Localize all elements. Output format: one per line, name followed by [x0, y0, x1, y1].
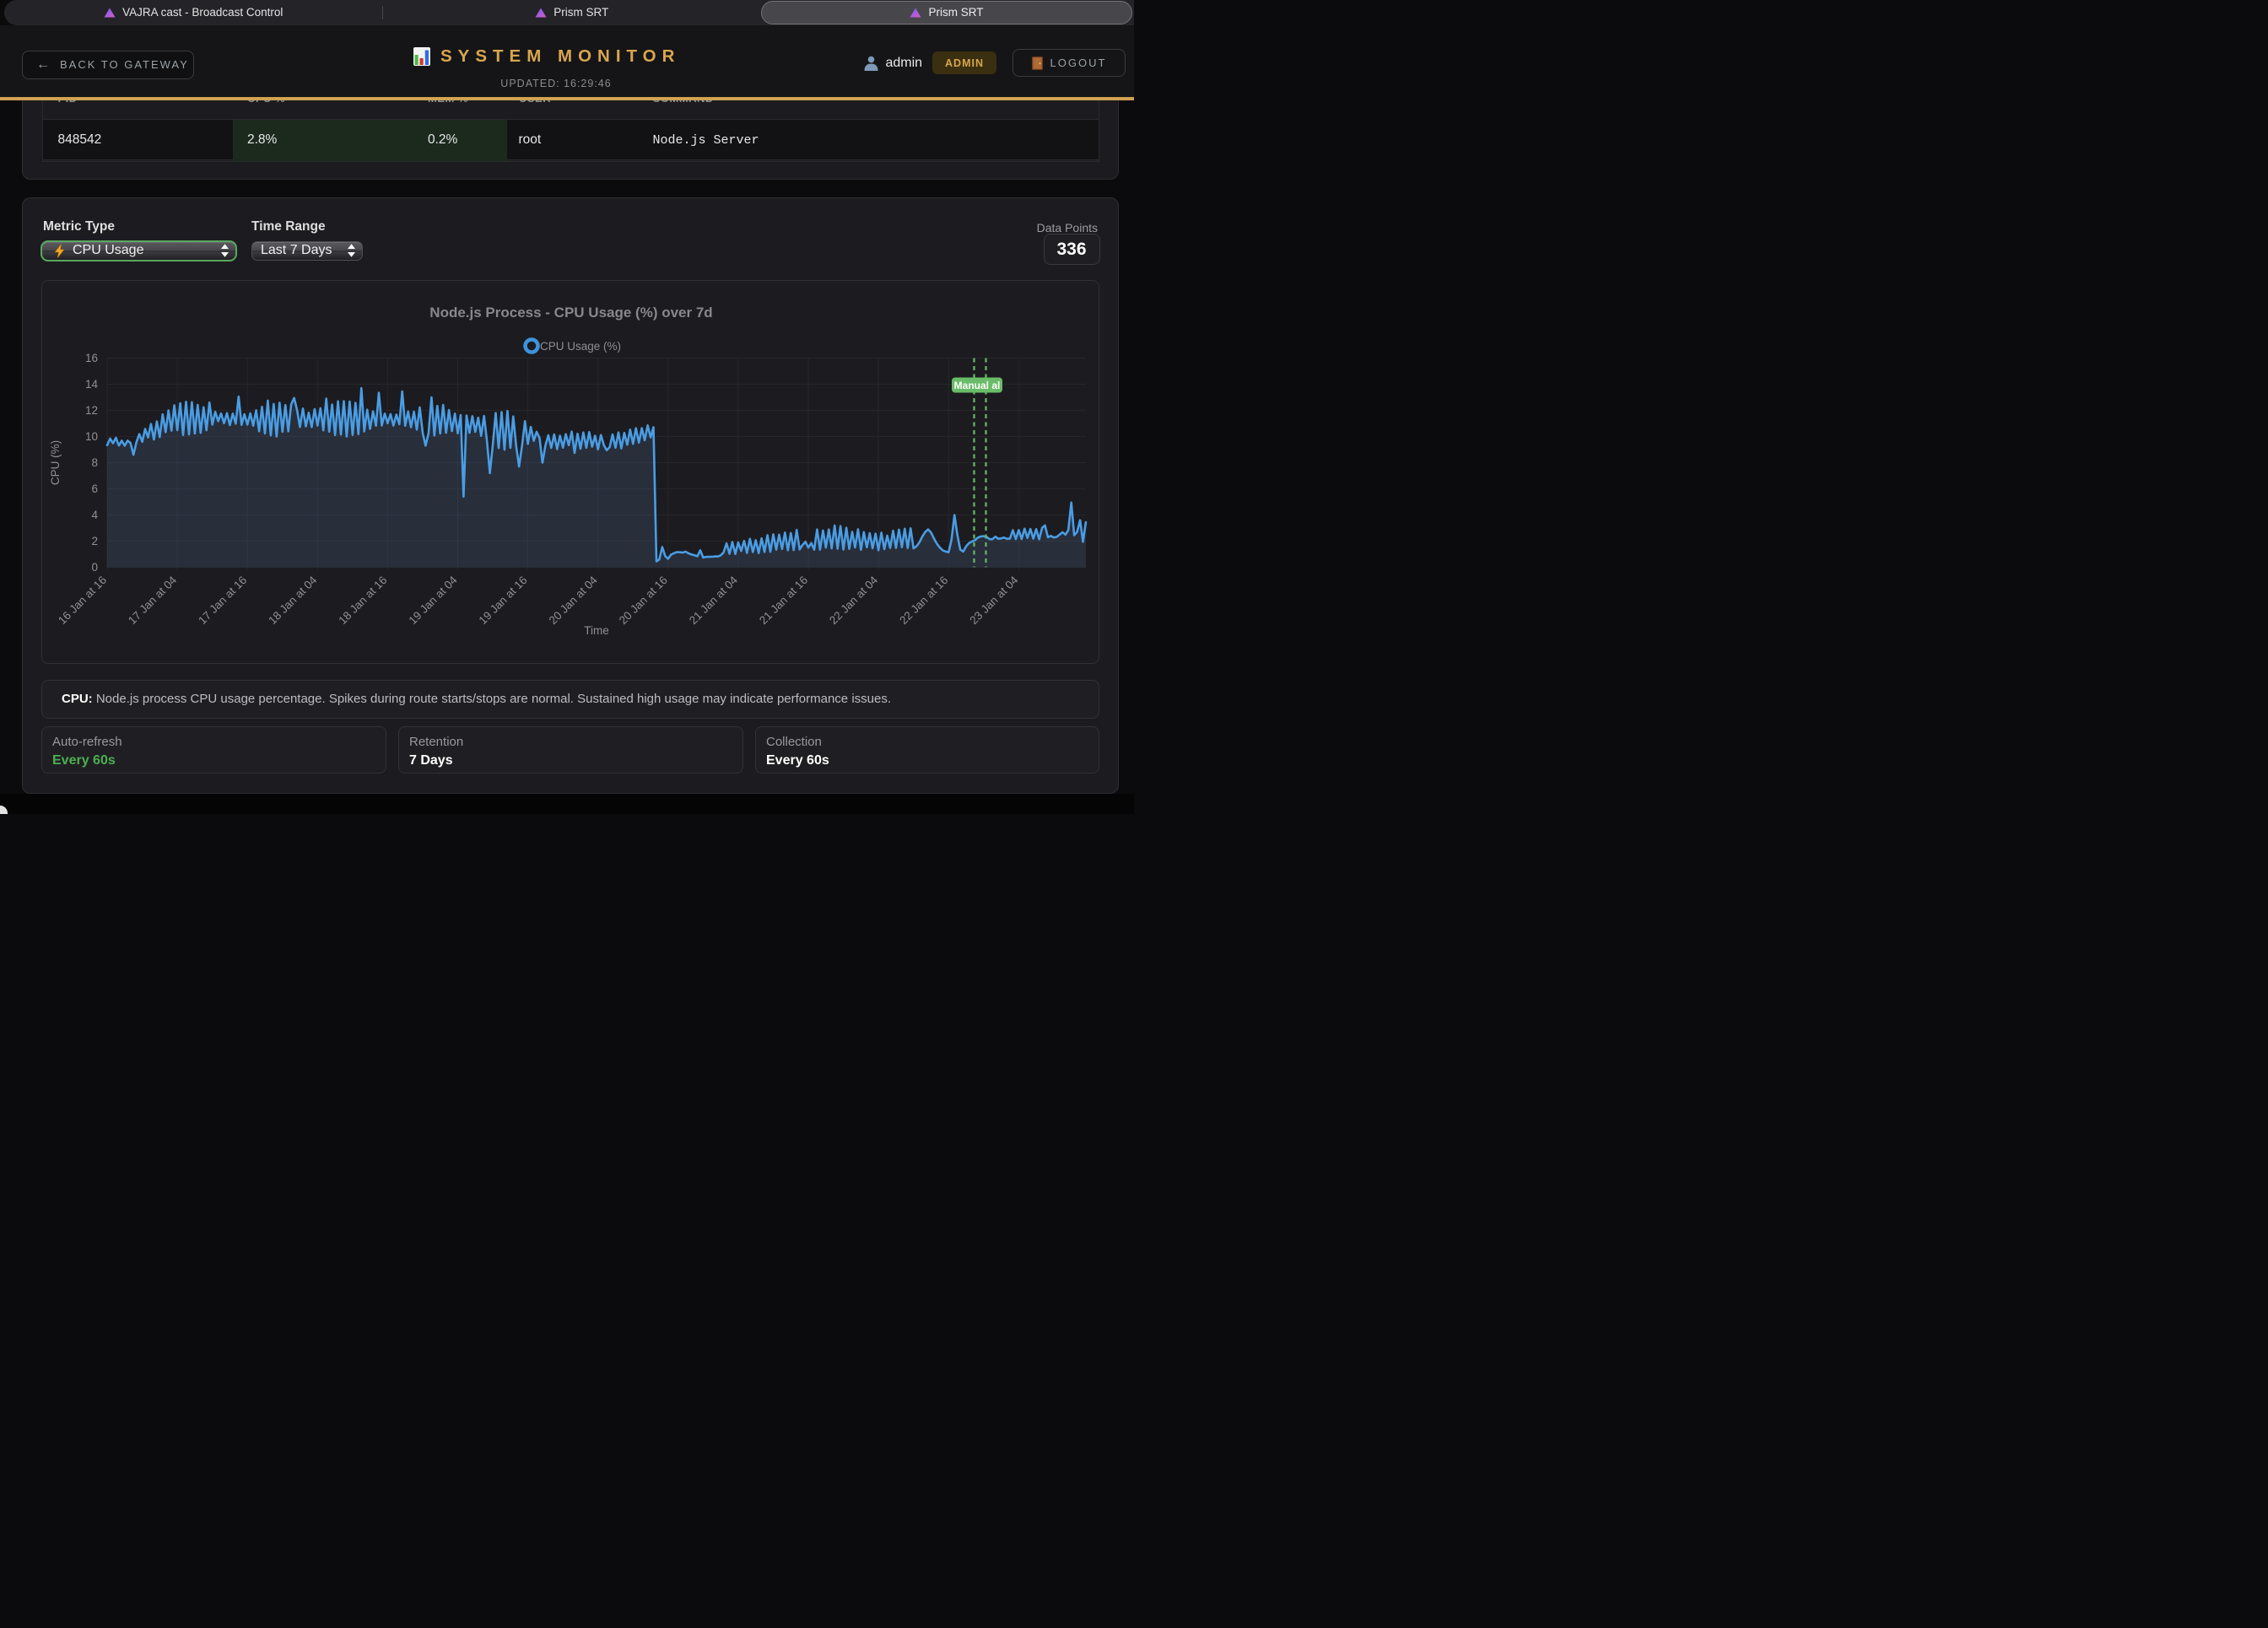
svg-text:20 Jan at 16: 20 Jan at 16	[617, 574, 670, 627]
svg-text:Manual al: Manual al	[954, 380, 1001, 391]
svg-text:0: 0	[91, 561, 98, 574]
svg-text:19 Jan at 16: 19 Jan at 16	[477, 574, 530, 627]
svg-text:14: 14	[85, 378, 99, 391]
svg-text:10: 10	[85, 430, 98, 443]
svg-text:22 Jan at 04: 22 Jan at 04	[827, 573, 880, 626]
svg-text:Time: Time	[584, 624, 609, 637]
svg-text:CPU Usage (%): CPU Usage (%)	[540, 340, 621, 353]
svg-text:2: 2	[91, 535, 98, 547]
svg-text:8: 8	[91, 456, 98, 469]
svg-text:CPU (%): CPU (%)	[49, 439, 62, 484]
svg-text:Node.js Process - CPU Usage (%: Node.js Process - CPU Usage (%) over 7d	[429, 305, 712, 321]
svg-text:17 Jan at 04: 17 Jan at 04	[126, 573, 179, 626]
svg-text:12: 12	[85, 404, 98, 417]
svg-text:6: 6	[91, 482, 98, 495]
svg-text:20 Jan at 04: 20 Jan at 04	[547, 573, 600, 626]
svg-text:16: 16	[85, 352, 98, 364]
svg-text:19 Jan at 04: 19 Jan at 04	[406, 573, 459, 626]
svg-text:22 Jan at 16: 22 Jan at 16	[897, 574, 950, 627]
svg-text:23 Jan at 04: 23 Jan at 04	[967, 573, 1020, 626]
svg-text:18 Jan at 16: 18 Jan at 16	[336, 574, 389, 627]
svg-text:17 Jan at 16: 17 Jan at 16	[196, 574, 249, 627]
svg-text:16 Jan at 16: 16 Jan at 16	[56, 574, 109, 627]
svg-text:21 Jan at 16: 21 Jan at 16	[757, 574, 810, 627]
svg-text:4: 4	[91, 509, 98, 521]
svg-text:21 Jan at 04: 21 Jan at 04	[687, 573, 740, 626]
svg-text:18 Jan at 04: 18 Jan at 04	[266, 573, 319, 626]
